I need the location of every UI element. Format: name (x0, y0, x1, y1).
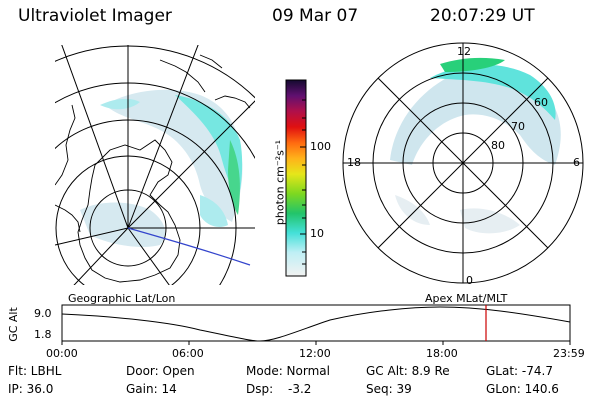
mlt-label-12: 12 (457, 45, 471, 58)
filter-info: Flt: LBHL (8, 364, 62, 378)
coastline-nz (159, 54, 223, 93)
instrument-title: Ultraviolet Imager (18, 6, 172, 26)
geographic-map (55, 45, 255, 285)
gc-alt-info: GC Alt: 8.9 Re (366, 364, 450, 378)
geographic-caption: Geographic Lat/Lon (68, 292, 176, 305)
mlt-label-18: 18 (347, 156, 361, 169)
x-tick-0600: 06:00 (172, 347, 204, 360)
terminator-line (127, 227, 251, 266)
aurora-emission-left (80, 89, 243, 247)
colorbar-unit-label: photon cm⁻²s⁻¹ (273, 139, 287, 226)
lat-label-80: 80 (491, 139, 505, 152)
time-label: 20:07:29 UT (430, 6, 535, 26)
x-tick-2359: 23:59 (553, 347, 585, 360)
colorbar (285, 79, 307, 277)
meridians-left (55, 45, 255, 285)
seq-info: Seq: 39 (366, 382, 412, 396)
door-info: Door: Open (126, 364, 195, 378)
dsp-value: -3.2 (288, 382, 312, 396)
apex-caption: Apex MLat/MLT (425, 292, 508, 305)
ip-info: IP: 36.0 (8, 382, 54, 396)
gain-info: Gain: 14 (126, 382, 177, 396)
lat-label-60: 60 (534, 96, 548, 109)
glon-info: GLon: 140.6 (486, 382, 559, 396)
timeline-axis-title: GC Alt (6, 307, 20, 342)
timeline-plot (61, 304, 571, 345)
coastline-south-america (55, 104, 76, 186)
y-tick-9: 9.0 (34, 307, 52, 320)
polar-map (342, 42, 584, 284)
coastline-australia (214, 95, 251, 109)
y-tick-1-8: 1.8 (34, 328, 52, 341)
date-label: 09 Mar 07 (272, 6, 359, 26)
mode-info: Mode: Normal (246, 364, 330, 378)
glat-info: GLat: -74.7 (486, 364, 553, 378)
x-tick-1800: 18:00 (426, 347, 458, 360)
x-tick-0000: 00:00 (46, 347, 78, 360)
x-tick-1200: 12:00 (299, 347, 331, 360)
altitude-curve (61, 306, 571, 342)
colorbar-tick-100: 100 (310, 140, 331, 153)
mlt-label-0: 0 (466, 274, 473, 287)
dsp-label: Dsp: (246, 382, 274, 396)
aurora-emission-right (390, 57, 561, 234)
colorbar-tick-10: 10 (310, 227, 324, 240)
lat-label-70: 70 (511, 120, 525, 133)
coastline-peninsula (55, 204, 81, 233)
mlt-label-6: 6 (573, 156, 580, 169)
